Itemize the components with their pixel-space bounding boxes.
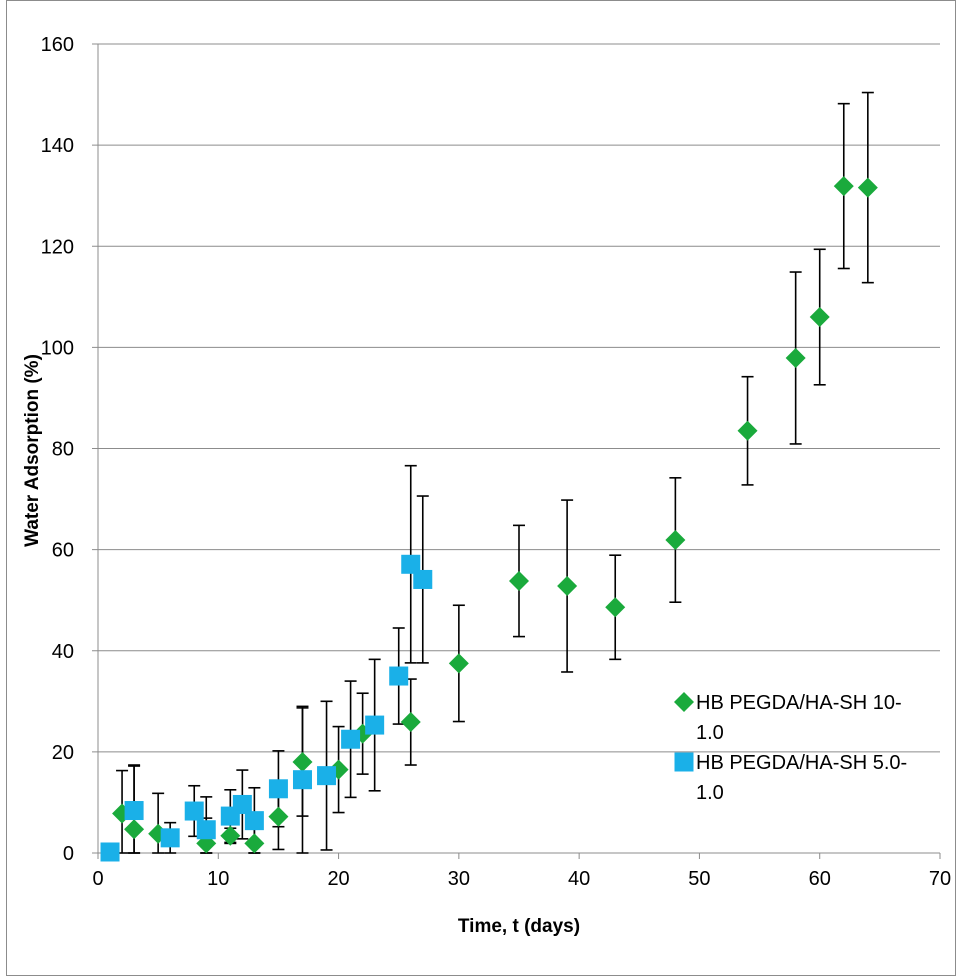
data-point-series-2: [317, 766, 337, 786]
data-point-series-1: [665, 530, 686, 551]
data-point-series-2: [124, 801, 144, 821]
y-tick-label: 120: [41, 236, 74, 258]
data-point-series-1: [737, 420, 758, 441]
x-axis-title: Time, t (days): [458, 916, 580, 937]
data-point-series-2: [184, 801, 204, 821]
data-point-series-2: [160, 828, 180, 848]
legend-label-series-2: 1.0: [696, 782, 724, 804]
data-point-series-2: [292, 770, 312, 790]
legend-marker-series-1: [674, 692, 694, 712]
x-tick-label: 10: [207, 868, 229, 890]
data-point-series-1: [220, 825, 241, 846]
x-tick-label: 20: [327, 868, 349, 890]
data-point-series-2: [232, 794, 252, 814]
data-point-series-1: [557, 576, 578, 597]
data-point-series-1: [292, 751, 313, 772]
data-point-series-2: [413, 569, 433, 589]
data-point-series-1: [400, 712, 421, 733]
legend: HB PEGDA/HA-SH 10- 1.0 HB PEGDA/HA-SH 5.0-…: [674, 692, 907, 804]
chart-frame: [6, 0, 956, 976]
data-point-series-2: [196, 820, 216, 840]
error-bars: [116, 91, 874, 854]
y-tick-label: 60: [52, 540, 74, 562]
data-point-series-1: [268, 806, 289, 827]
y-tick-labels: 0 20 40 60 80 100 120 140 160: [41, 34, 74, 865]
data-point-series-1: [509, 570, 529, 591]
data-point-series-2: [389, 666, 409, 686]
x-tick-label: 70: [929, 868, 951, 890]
y-tick-label: 100: [41, 337, 74, 359]
y-tick-label: 80: [52, 439, 74, 461]
y-tick-label: 160: [41, 34, 74, 56]
axes: [92, 43, 941, 859]
gridlines: [98, 43, 940, 753]
data-point-series-1: [785, 347, 806, 368]
y-tick-label: 0: [63, 843, 74, 865]
data-point-series-2: [268, 779, 288, 799]
x-tick-label: 30: [448, 868, 470, 890]
y-axis-title: Water Adsorption (%): [22, 354, 43, 547]
data-point-series-2: [244, 811, 264, 831]
data-point-series-1: [833, 176, 854, 197]
x-tick-label: 0: [92, 868, 103, 890]
data-point-series-2: [100, 842, 120, 862]
data-point-series-1: [857, 177, 878, 198]
data-point-series-1: [124, 819, 145, 840]
data-point-series-1: [448, 653, 469, 674]
data-point-series-2: [341, 729, 361, 749]
legend-label-series-1: 1.0: [696, 722, 724, 744]
legend-label-series-2: HB PEGDA/HA-SH 5.0-: [696, 752, 907, 774]
y-tick-label: 140: [41, 135, 74, 157]
data-point-series-1: [605, 597, 626, 618]
x-tick-label: 40: [568, 868, 590, 890]
data-point-series-1: [244, 833, 265, 854]
data-point-series-2: [401, 554, 421, 574]
data-markers: [100, 176, 878, 862]
y-tick-label: 40: [52, 641, 74, 663]
data-point-series-2: [365, 715, 385, 735]
data-point-series-1: [809, 307, 830, 328]
x-tick-label: 50: [688, 868, 710, 890]
y-tick-label: 20: [52, 742, 74, 764]
x-tick-label: 60: [809, 868, 831, 890]
x-tick-labels: 0 10 20 30 40 50 60 70: [92, 868, 951, 890]
legend-label-series-1: HB PEGDA/HA-SH 10-: [696, 692, 902, 714]
legend-marker-series-2: [674, 752, 694, 772]
